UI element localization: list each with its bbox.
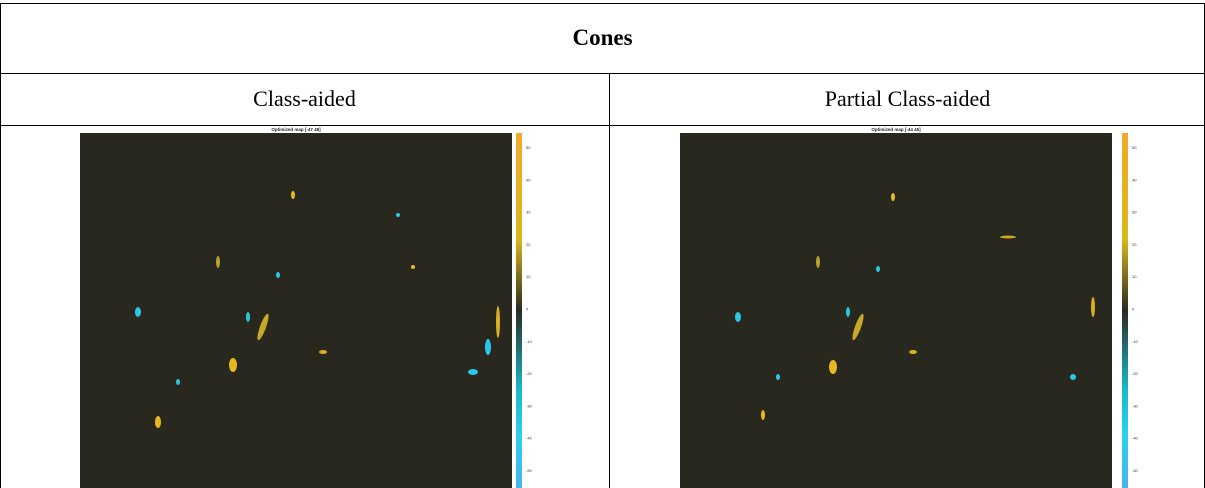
border — [0, 3, 1, 488]
colorbar-tick-label: 10 — [1132, 274, 1137, 279]
speckles — [135, 191, 500, 428]
colorbar-tick-label: -50 — [526, 468, 533, 473]
colorbar-tick-label: -10 — [526, 339, 533, 344]
border — [609, 73, 610, 488]
colorbar-tick-label: 40 — [1132, 177, 1137, 182]
colorbar-tick-label: 30 — [1132, 210, 1137, 215]
table-title: Cones — [572, 25, 633, 50]
colorbar-tick-label: -40 — [1132, 436, 1139, 441]
colorbar-tick-label: 20 — [1132, 242, 1137, 247]
colorbar-tick-label: -20 — [526, 371, 533, 376]
colorbar-tick-label: -30 — [1132, 403, 1139, 408]
border — [0, 3, 1205, 4]
column-header: Partial Class-aided — [824, 86, 991, 111]
colorbar-tick-label: -10 — [1132, 339, 1139, 344]
colorbar-tick-label: -50 — [1132, 468, 1139, 473]
map-panel: Optimized map [-47 48] 50 40 30 20 10 0 -10 -20 -… — [80, 127, 533, 488]
colorbar-tick-label: 40 — [526, 177, 531, 182]
border — [0, 125, 1205, 126]
speckles — [735, 193, 1095, 420]
colorbar-tick-label: 0 — [526, 307, 529, 312]
map-image — [680, 133, 1112, 488]
colorbar-tick-label: 0 — [1132, 307, 1135, 312]
map-image — [80, 133, 512, 488]
map-title: Optimized map [-44 45] — [871, 127, 921, 132]
column-header: Class-aided — [253, 86, 356, 111]
colorbar-tick-label: 50 — [1132, 145, 1137, 150]
colorbar-tick-label: 30 — [526, 210, 531, 215]
colorbar-tick-label: 50 — [526, 145, 531, 150]
colorbar — [1122, 133, 1128, 488]
colorbar — [516, 133, 522, 488]
border — [0, 73, 1205, 74]
colorbar-tick-label: -20 — [1132, 371, 1139, 376]
map-panel: Optimized map [-44 45] 50 40 30 20 10 0 -10 -20 -… — [680, 127, 1139, 488]
colorbar-tick-label: -30 — [526, 403, 533, 408]
colorbar-tick-label: -40 — [526, 436, 533, 441]
colorbar-tick-label: 10 — [526, 274, 531, 279]
colorbar-tick-label: 20 — [526, 242, 531, 247]
map-title: Optimized map [-47 48] — [271, 127, 321, 132]
